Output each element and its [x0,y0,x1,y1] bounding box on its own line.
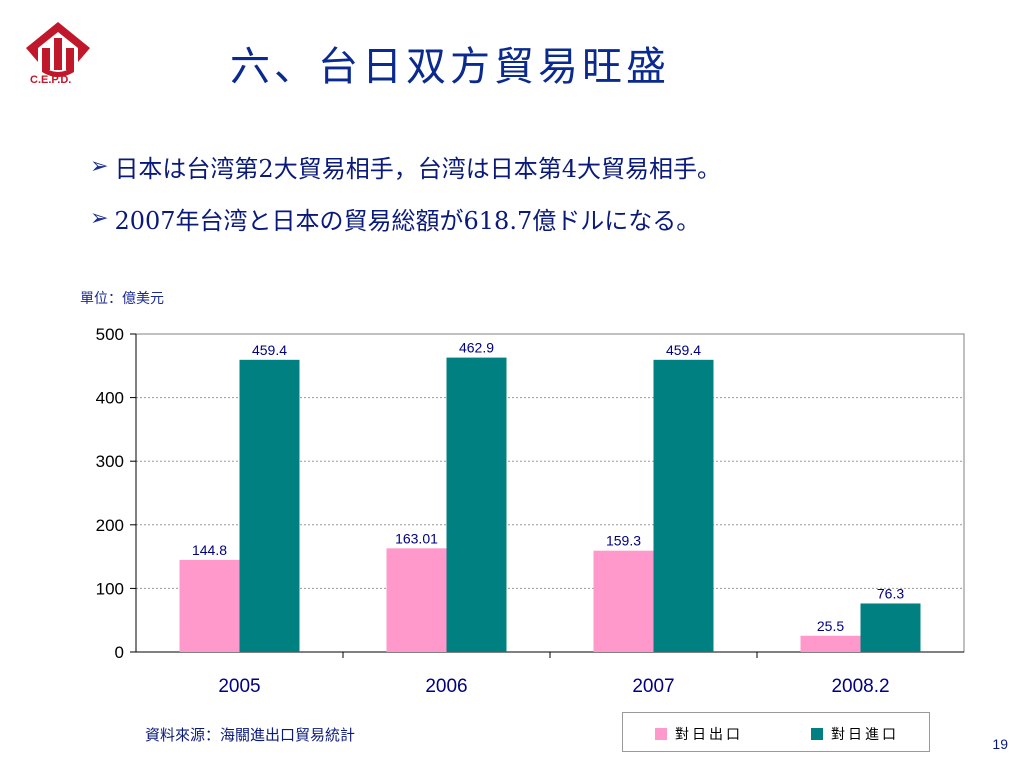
page-title: 六、台日双方貿易旺盛 [230,44,670,90]
data-label: 25.5 [817,618,844,634]
data-label: 462.9 [459,340,494,356]
y-tick-label: 0 [115,643,124,662]
bullet-item: ➢ 2007年台湾と日本の貿易総額が618.7億ドルになる。 [90,192,721,244]
y-tick-label: 400 [96,389,124,408]
x-tick-label: 2006 [425,676,467,697]
bullet-text: 日本は台湾第2大貿易相手，台湾は日本第4大貿易相手。 [114,154,721,183]
bullet-list: ➢ 日本は台湾第2大貿易相手，台湾は日本第4大貿易相手。 ➢ 2007年台湾と日… [90,140,721,244]
chart-svg: 0 100 200 300 400 500 144.8 459.4 2005 163.01 462.… [96,325,965,697]
bar-import [653,359,714,652]
bar-chart: 0 100 200 300 400 500 144.8 459.4 2005 163.01 462.… [70,318,990,712]
bullet-item: ➢ 日本は台湾第2大貿易相手，台湾は日本第4大貿易相手。 [90,140,721,192]
bar-import [239,359,300,652]
data-label: 459.4 [252,342,287,358]
legend-label-import: 對日進口 [831,727,899,743]
y-tick-label: 100 [96,579,124,598]
bar-import [860,603,921,652]
data-label: 163.01 [395,530,438,546]
data-label: 144.8 [192,542,227,558]
bar-export [179,559,240,652]
bar-export [800,635,861,652]
legend-item-export: 對日出口 [655,724,743,744]
logo-emblem [26,22,90,77]
data-label: 159.3 [606,533,641,549]
arrow-bullet-icon: ➢ [90,153,109,179]
bar-import [446,357,507,652]
cepd-logo: C.E.P.D. [18,18,98,94]
chart-legend: 對日出口 對日進口 [622,712,930,752]
legend-label-export: 對日出口 [675,727,743,743]
arrow-bullet-icon: ➢ [90,205,109,231]
x-tick-label: 2007 [632,676,674,697]
legend-item-import: 對日進口 [811,724,899,744]
data-label: 459.4 [666,342,701,358]
x-tick-label: 2008.2 [831,676,889,697]
unit-label: 單位：億美元 [80,291,164,307]
bar-export [593,550,654,652]
source-note: 資料來源：海關進出口貿易統計 [145,726,356,744]
bullet-text: 2007年台湾と日本の貿易総額が618.7億ドルになる。 [114,206,701,235]
y-tick-label: 500 [96,325,124,344]
legend-swatch-import [811,728,823,740]
logo-text: C.E.P.D. [30,74,72,86]
page-number: 19 [992,736,1008,752]
data-label: 76.3 [877,585,904,601]
y-tick-label: 200 [96,516,124,535]
x-tick-label: 2005 [218,676,260,697]
y-tick-label: 300 [96,452,124,471]
legend-swatch-export [655,728,667,740]
bar-export [386,548,447,652]
